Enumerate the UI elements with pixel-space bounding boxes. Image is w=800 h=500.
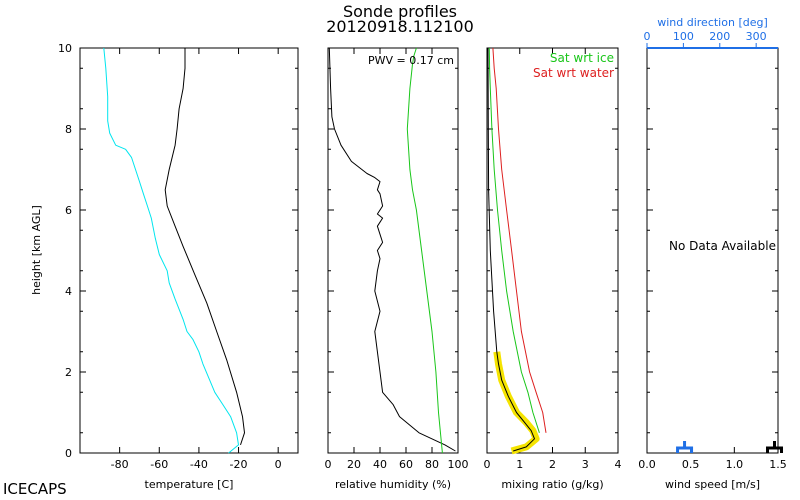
wind-direction-tick-label: 300	[746, 30, 767, 43]
temperature-x-axis-label: temperature [C]	[145, 478, 234, 491]
relative-humidity-panel: 0 20 40 60 80 100 relative humidity (%) PWV = 0…	[325, 47, 469, 491]
figure-title: Sonde profiles	[343, 2, 457, 21]
mixing_ratio-x-tick-label: 1	[516, 458, 523, 471]
wind-panel: 0.0 0.5 1.0 1.5 wind speed [m/s] 0 100 200 300wi…	[638, 16, 787, 491]
wind-direction-tick-label: 200	[709, 30, 730, 43]
relative_humidity-series-black	[328, 47, 456, 452]
mixing_ratio-x-tick-label: 3	[582, 458, 589, 471]
y-tick-label: 0	[65, 447, 72, 460]
relative_humidity-x-tick-label: 80	[425, 458, 439, 471]
wind-x-tick-label: 0.5	[682, 458, 700, 471]
footer-label: ICECAPS	[3, 480, 67, 498]
wind-direction-tick-label: 100	[673, 30, 694, 43]
wind-x-tick-label: 1.5	[769, 458, 787, 471]
temperature-panel: 0 2 4 6 8 10 -80 -60 -40 -20 0 temperature [C]	[58, 42, 299, 491]
wind-x-tick-label: 1.0	[726, 458, 744, 471]
relative_humidity-x-tick-label: 60	[399, 458, 413, 471]
temperature-x-tick-label: 0	[275, 458, 282, 471]
relative_humidity-x-axis-label: relative humidity (%)	[335, 478, 451, 491]
wind-direction-axis-label: wind direction [deg]	[657, 16, 768, 29]
figure-subtitle: 20120918.112100	[326, 17, 474, 36]
temperature-series-black	[164, 48, 245, 446]
y-tick-label: 10	[58, 42, 72, 55]
y-tick-label: 8	[65, 123, 72, 136]
y-tick-label: 2	[65, 366, 72, 379]
relative_humidity-x-tick-label: 100	[448, 458, 469, 471]
temperature-x-tick-label: -40	[190, 458, 208, 471]
y-axis-label: height [km AGL]	[30, 205, 43, 295]
y-tick-label: 4	[65, 285, 72, 298]
no-data-message: No Data Available	[669, 239, 776, 253]
mixing_ratio-x-tick-label: 4	[615, 458, 622, 471]
wind-marker-blue	[676, 441, 694, 453]
temperature-x-tick-label: -60	[150, 458, 168, 471]
mixing_ratio-x-tick-label: 2	[549, 458, 556, 471]
relative_humidity-x-tick-label: 20	[347, 458, 361, 471]
temperature-series-cyan	[103, 47, 239, 454]
wind-x-tick-label: 0.0	[638, 458, 656, 471]
relative_humidity-x-tick-label: 0	[325, 458, 332, 471]
temperature-x-tick-label: -80	[111, 458, 129, 471]
mixing_ratio-x-axis-label: mixing ratio (g/kg)	[501, 478, 603, 491]
wind-x-axis-label: wind speed [m/s]	[665, 478, 760, 491]
mixing_ratio-x-tick-label: 0	[484, 458, 491, 471]
relative_humidity-series-green	[406, 47, 443, 454]
y-tick-label: 6	[65, 204, 72, 217]
relative_humidity-x-tick-label: 40	[373, 458, 387, 471]
relative_humidity-frame	[327, 47, 459, 454]
pwv-annotation: PWV = 0.17 cm	[368, 54, 454, 67]
temperature-frame	[79, 47, 299, 454]
legend-entry-red: Sat wrt water	[533, 66, 614, 80]
temperature-x-tick-label: -20	[230, 458, 248, 471]
wind-marker-black	[766, 441, 784, 453]
wind-direction-tick-label: 0	[644, 30, 651, 43]
legend-entry-green: Sat wrt ice	[550, 51, 614, 65]
